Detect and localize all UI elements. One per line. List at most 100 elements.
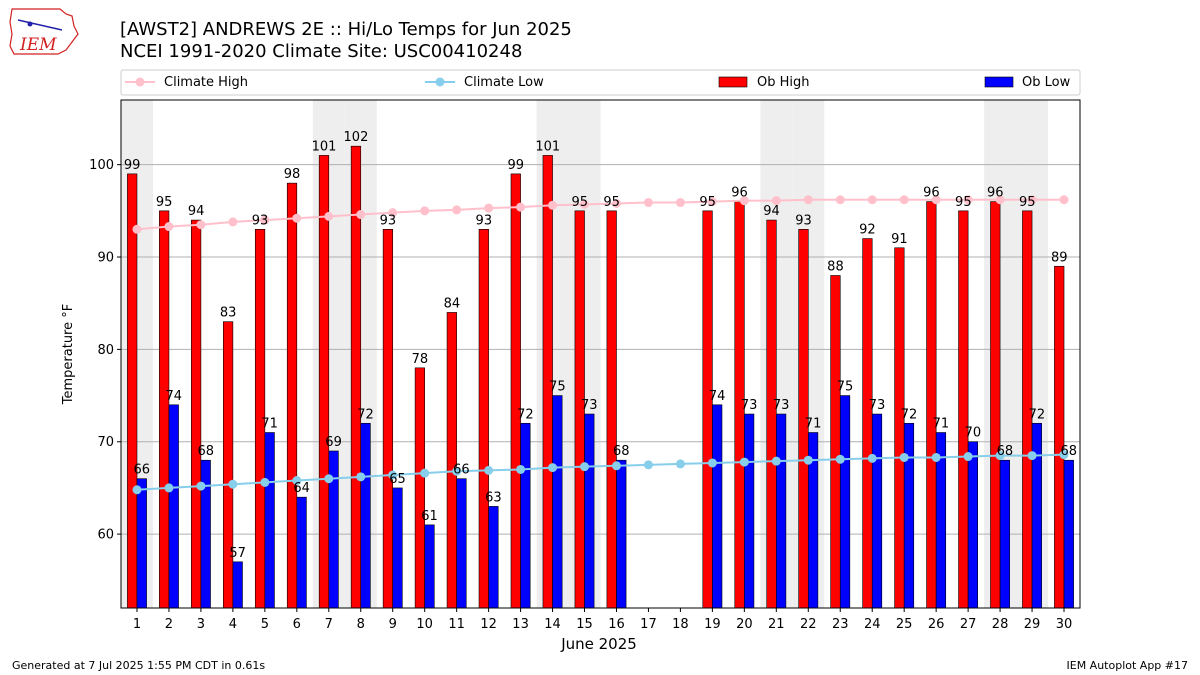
ob-high-label: 95 xyxy=(603,195,620,210)
climate-high-point xyxy=(548,200,558,210)
ob-low-bar xyxy=(967,441,979,609)
climate-high-point xyxy=(516,202,526,212)
ob-low-bar xyxy=(584,413,595,609)
climate-high-point xyxy=(196,220,206,230)
climate-high-point xyxy=(580,199,590,209)
ob-low-bar xyxy=(168,404,179,609)
ob-high-bar xyxy=(222,321,234,609)
ob-high-bar xyxy=(446,312,457,609)
x-tick-label: 10 xyxy=(416,617,433,632)
x-tick-label: 8 xyxy=(357,617,365,632)
climate-lines xyxy=(132,195,1069,495)
ob-low-bar xyxy=(999,459,1010,609)
x-axis-title: June 2025 xyxy=(560,635,637,653)
x-tick-label: 30 xyxy=(1056,617,1073,632)
ob-high-label: 78 xyxy=(412,352,429,367)
ob-high-label: 93 xyxy=(252,213,269,228)
ob-high-label: 96 xyxy=(923,186,940,201)
legend-item-climate-high: Climate High xyxy=(125,75,248,90)
ob-high-label: 93 xyxy=(380,213,397,228)
legend-item-climate-low: Climate Low xyxy=(425,75,544,90)
climate-low-point xyxy=(452,466,462,476)
ob-high-bar xyxy=(191,219,202,609)
climate-low-point xyxy=(611,461,621,471)
climate-high-point xyxy=(771,196,781,206)
ob-low-label: 66 xyxy=(134,463,151,478)
climate-high-point xyxy=(995,195,1005,205)
climate-low-point xyxy=(548,463,558,473)
plot-frame xyxy=(120,99,1081,609)
ob-low-label: 68 xyxy=(997,444,1014,459)
climate-high-point xyxy=(931,195,941,205)
iem-logo: IEM xyxy=(9,8,79,55)
footer-generated: Generated at 7 Jul 2025 1:55 PM CDT in 0… xyxy=(12,659,265,672)
x-tick-label: 19 xyxy=(704,617,721,632)
legend-label-ob-low: Ob Low xyxy=(1022,75,1071,90)
climate-high-point xyxy=(1059,195,1069,205)
ob-low-bar xyxy=(360,422,371,609)
climate-high-point xyxy=(452,205,462,215)
ob-high-bar xyxy=(318,155,330,609)
ob-low-label: 75 xyxy=(837,380,854,395)
ob-low-label: 73 xyxy=(773,398,790,413)
climate-high-point xyxy=(164,222,174,232)
y-axis-title: Temperature °F xyxy=(61,304,76,405)
x-tick-label: 26 xyxy=(928,617,945,632)
bar-labels: 99 66 95 74 94 68 83 57 93 71 98 64 101 69 102 72 93 65 78… xyxy=(124,130,1077,561)
chart-title: [AWST2] ANDREWS 2E :: Hi/Lo Temps for Ju… xyxy=(120,19,572,40)
ob-high-label: 94 xyxy=(188,204,205,219)
ob-high-bar xyxy=(990,201,1001,609)
ob-high-bar xyxy=(1054,265,1065,609)
climate-high-point xyxy=(132,224,142,234)
climate-low-point xyxy=(771,456,781,466)
x-tick-label: 21 xyxy=(768,617,785,632)
climate-low-point xyxy=(580,462,590,472)
climate-low-point xyxy=(739,457,749,467)
grid-lines xyxy=(121,164,1080,535)
x-tick-label: 14 xyxy=(544,617,561,632)
x-tick-label: 29 xyxy=(1024,617,1041,632)
ob-low-bar xyxy=(264,432,275,609)
ob-low-label: 73 xyxy=(581,398,598,413)
ob-high-bar xyxy=(862,238,873,609)
ob-low-bar xyxy=(392,487,403,609)
ob-high-bar xyxy=(606,210,617,609)
ob-low-bar xyxy=(136,478,147,609)
climate-high-point xyxy=(356,210,366,220)
ob-high-label: 93 xyxy=(476,213,493,228)
ob-high-bar xyxy=(894,247,905,609)
legend-swatch-ob-high xyxy=(718,76,748,88)
x-tick-label: 27 xyxy=(960,617,977,632)
climate-high-point xyxy=(675,198,685,208)
climate-low-point xyxy=(196,481,206,491)
x-tick-label: 22 xyxy=(800,617,817,632)
ob-high-label: 94 xyxy=(763,204,780,219)
climate-high-point xyxy=(803,195,813,205)
climate-low-point xyxy=(292,476,302,486)
x-tick-label: 18 xyxy=(672,617,689,632)
ob-low-label: 68 xyxy=(1061,444,1078,459)
climate-high-point xyxy=(707,197,717,207)
ob-low-label: 72 xyxy=(357,407,374,422)
climate-low-point xyxy=(516,464,526,474)
climate-low-point xyxy=(420,468,430,478)
ob-high-label: 84 xyxy=(444,296,461,311)
ob-low-label: 68 xyxy=(613,444,630,459)
legend-item-ob-low: Ob Low xyxy=(984,75,1071,90)
x-tick-label: 17 xyxy=(640,617,657,632)
ob-high-bar xyxy=(478,229,489,609)
chart-subtitle: NCEI 1991-2020 Climate Site: USC00410248 xyxy=(120,41,522,62)
ob-low-label: 64 xyxy=(293,481,310,496)
ob-high-label: 95 xyxy=(1019,195,1036,210)
climate-high-point xyxy=(420,206,430,216)
ob-low-bar xyxy=(776,413,787,609)
climate-high-point xyxy=(899,195,909,205)
climate-high-point xyxy=(739,196,749,206)
ob-low-bar xyxy=(424,524,435,609)
ob-low-label: 61 xyxy=(421,509,438,524)
climate-low-point xyxy=(995,451,1005,461)
climate-low-point xyxy=(867,453,877,463)
ob-high-label: 99 xyxy=(508,158,525,173)
